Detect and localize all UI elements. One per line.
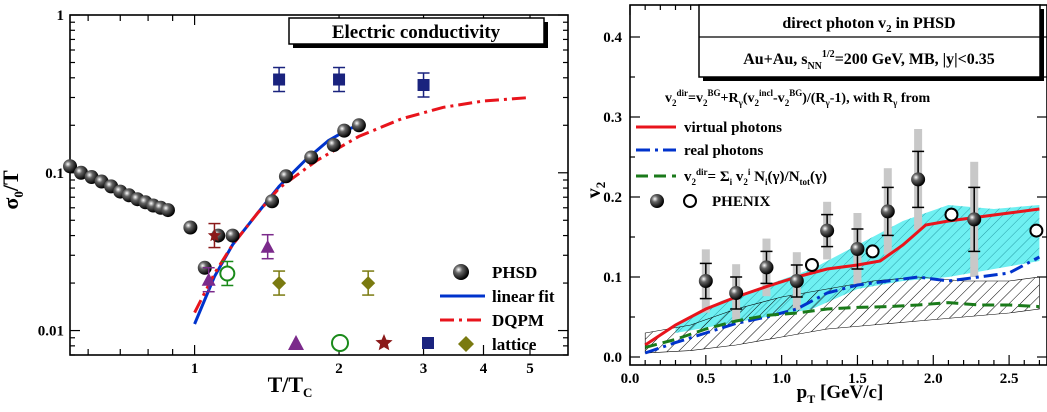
legend-label: DQPM bbox=[492, 311, 544, 330]
sphere-marker bbox=[63, 159, 77, 174]
y-tick-label: 0.1 bbox=[603, 270, 622, 286]
right-title-box: direct photon v2 in PHSD Au+Au, sNN1/2=2… bbox=[698, 4, 1044, 81]
x-tick-label: 3 bbox=[420, 361, 428, 377]
sphere-marker bbox=[278, 169, 293, 184]
sphere-marker bbox=[326, 137, 341, 152]
open-circle-marker bbox=[865, 244, 880, 259]
sphere-marker bbox=[967, 212, 982, 227]
sphere-marker bbox=[698, 274, 713, 288]
right-legend: virtual photons real photons v2dir= Σi v2i… bbox=[636, 120, 827, 210]
open-circle-marker bbox=[804, 258, 819, 272]
sphere-marker bbox=[337, 123, 352, 138]
left-plot-frame bbox=[69, 14, 569, 356]
square-marker bbox=[333, 73, 346, 86]
left-title-box: Electric conductivity bbox=[288, 17, 548, 48]
right-chart-panel: 0.0 0.5 1.0 1.5 2.0 2.5 0.0 0.1 0.2 0.3 0.4 direct… bbox=[583, 4, 1047, 406]
sphere-marker bbox=[789, 274, 804, 288]
left-chart-panel: 1 2 3 4 5 0.01 0.1 1 Electric conductivity σ0/T… bbox=[0, 8, 569, 400]
y-tick-label: 0.0 bbox=[603, 350, 622, 366]
square-marker bbox=[422, 337, 434, 349]
x-tick-label: 4 bbox=[480, 361, 488, 377]
x-tick-label: 2.0 bbox=[924, 371, 943, 387]
legend-label: real photons bbox=[684, 143, 763, 159]
x-tick-label: 5 bbox=[526, 361, 534, 377]
legend-label: v2dir= Σi v2i Ni(γ)/Ntot(γ) bbox=[684, 167, 827, 187]
sphere-marker bbox=[911, 172, 926, 187]
y-tick-label: 0.3 bbox=[603, 110, 622, 126]
sphere-marker bbox=[265, 194, 280, 209]
open-circle-marker bbox=[219, 265, 236, 282]
right-title-line1: direct photon v2 in PHSD bbox=[782, 15, 955, 35]
triangle-marker bbox=[288, 335, 304, 350]
sphere-marker bbox=[183, 220, 198, 235]
x-tick-label: 1 bbox=[191, 361, 199, 377]
left-x-label: T/TC bbox=[268, 372, 313, 400]
left-y-label: σ0/T bbox=[0, 170, 26, 210]
left-marker-legend-row bbox=[288, 334, 434, 352]
legend-label: lattice bbox=[492, 335, 537, 354]
square-marker bbox=[417, 79, 430, 92]
sphere-marker bbox=[351, 118, 366, 133]
series-line bbox=[644, 301, 1040, 349]
open-circle-marker bbox=[1029, 223, 1044, 238]
left-axis-ticks: 1 2 3 4 5 0.01 0.1 1 bbox=[38, 8, 568, 377]
right-title-line2: Au+Au, sNN1/2=200 GeV, MB, |y|<0.35 bbox=[743, 49, 995, 72]
y-tick-label: 0.1 bbox=[45, 166, 64, 182]
sphere-marker bbox=[304, 150, 319, 165]
x-tick-label: 1.0 bbox=[772, 371, 791, 387]
left-title: Electric conductivity bbox=[332, 22, 501, 43]
sphere-marker bbox=[650, 194, 664, 208]
open-circle-marker bbox=[331, 334, 349, 352]
square-marker bbox=[273, 73, 286, 86]
sphere-marker bbox=[74, 165, 89, 180]
right-y-label: v2 bbox=[583, 182, 608, 199]
star-marker bbox=[375, 334, 393, 351]
y-tick-label: 0.4 bbox=[603, 30, 622, 46]
sphere-marker bbox=[880, 204, 895, 219]
right-data-marks bbox=[644, 129, 1044, 355]
right-formula: v2dir=v2BG+Rγ(v2incl-v2BG)/(Rγ-1), with … bbox=[665, 88, 930, 108]
x-tick-label: 0.0 bbox=[621, 371, 640, 387]
x-tick-label: 0.5 bbox=[696, 371, 715, 387]
sphere-marker bbox=[160, 203, 175, 218]
sphere-marker bbox=[729, 286, 744, 300]
sphere-marker bbox=[453, 264, 469, 280]
sphere-marker bbox=[225, 228, 240, 243]
left-data-marks bbox=[63, 66, 531, 325]
sphere-marker bbox=[759, 260, 774, 275]
x-tick-label: 1.5 bbox=[848, 371, 867, 387]
legend-label: virtual photons bbox=[684, 120, 782, 136]
sphere-marker bbox=[820, 223, 835, 238]
legend-label: linear fit bbox=[492, 287, 555, 306]
open-circle-marker bbox=[683, 194, 697, 208]
triangle-marker bbox=[201, 272, 216, 286]
diamond-marker bbox=[458, 336, 474, 352]
open-circle-marker bbox=[944, 207, 959, 222]
diamond-marker bbox=[272, 276, 287, 291]
right-x-label: pT [GeV/c] bbox=[797, 382, 884, 406]
legend-label: PHSD bbox=[492, 263, 537, 282]
y-tick-label: 0.2 bbox=[603, 190, 622, 206]
left-legend: PHSD linear fit DQPM lattice bbox=[440, 263, 555, 354]
triangle-marker bbox=[260, 239, 275, 253]
y-tick-label: 0.01 bbox=[38, 324, 64, 340]
x-tick-label: 2.5 bbox=[1000, 371, 1019, 387]
sphere-marker bbox=[850, 242, 865, 256]
x-tick-label: 2 bbox=[335, 361, 343, 377]
star-marker bbox=[207, 228, 222, 242]
legend-label: PHENIX bbox=[712, 194, 771, 210]
diamond-marker bbox=[361, 276, 376, 291]
y-tick-label: 1 bbox=[57, 8, 65, 24]
